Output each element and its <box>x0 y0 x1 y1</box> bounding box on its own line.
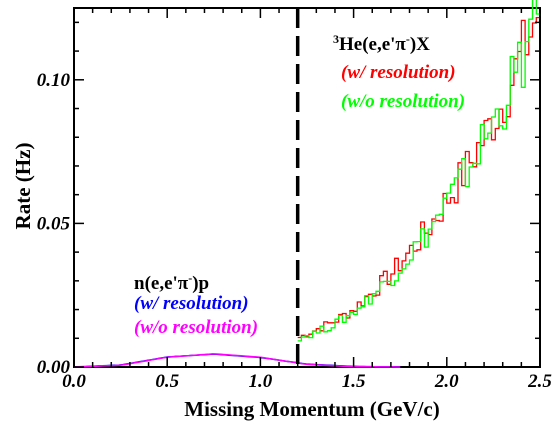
n-sup-charge: - <box>188 271 192 285</box>
series-he3-w-o-resolution <box>297 0 540 342</box>
x-axis-title: Missing Momentum (GeV/c) <box>184 397 439 421</box>
plot-frame <box>73 7 541 368</box>
x-tick-label: 0.0 <box>62 371 86 392</box>
x-tick-label: 1.0 <box>249 371 273 392</box>
he3-reaction-label: 3He(e,e'π-)X <box>333 32 430 55</box>
he3-sup-charge: - <box>406 32 410 46</box>
y-tick-label: 0.10 <box>37 70 71 91</box>
he3-reaction-text: He(e,e'π <box>339 34 406 55</box>
n-reaction-suffix: )p <box>192 273 209 294</box>
n-reaction-label: n(e,e'π-)p <box>134 271 209 294</box>
x-tick-label: 0.5 <box>155 371 179 392</box>
he3-sup-mass: 3 <box>333 32 339 46</box>
he3-without-resolution-label: (w/o resolution) <box>341 91 465 112</box>
he3-reaction-suffix: )X <box>410 34 430 55</box>
x-tick-label: 2.0 <box>434 371 459 392</box>
n-reaction-text: n(e,e'π <box>134 273 189 294</box>
he3-with-resolution-label: (w/ resolution) <box>341 62 456 83</box>
x-tick-label: 1.5 <box>342 371 366 392</box>
y-tick-label: 0.00 <box>37 357 71 378</box>
y-axis-title: Rate (Hz) <box>11 143 35 230</box>
n-with-resolution-label: (w/ resolution) <box>134 293 249 314</box>
series-n-w-o-resolution <box>73 353 401 368</box>
y-tick-label: 0.05 <box>37 213 71 234</box>
n-without-resolution-label: (w/o resolution) <box>134 317 258 338</box>
x-tick-label: 2.5 <box>527 371 552 392</box>
